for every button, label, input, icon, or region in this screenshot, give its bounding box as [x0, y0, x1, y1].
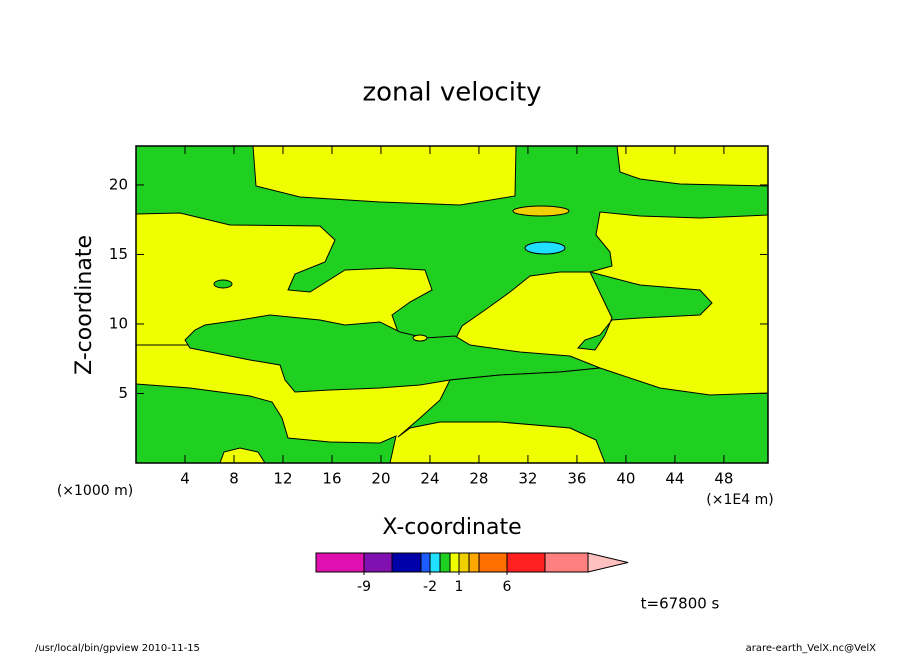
- contour-area: [135, 145, 769, 464]
- chart-title: zonal velocity: [362, 78, 541, 108]
- colorbar-bin: [458, 552, 470, 573]
- contour-region: [512, 205, 570, 217]
- x-tick-label: 24: [420, 470, 439, 488]
- plot-frame: [135, 145, 769, 464]
- footer-left: /usr/local/bin/gpview 2010-11-15: [35, 643, 200, 654]
- colorbar-bin: [363, 552, 393, 573]
- contour-region: [213, 279, 233, 289]
- y-tick-label: 5: [118, 384, 128, 402]
- x-tick-label: 36: [567, 470, 586, 488]
- colorbar-bin: [429, 552, 441, 573]
- x-tick-label: 28: [469, 470, 488, 488]
- colorbar-tick-label: 1: [455, 579, 464, 595]
- x-tick-label: 40: [616, 470, 635, 488]
- x-tick-label: 4: [180, 470, 190, 488]
- colorbar-tick-label: -2: [423, 579, 437, 595]
- x-tick-label: 16: [322, 470, 341, 488]
- x-tick-label: 8: [229, 470, 239, 488]
- y-tick-label: 20: [109, 175, 128, 193]
- contour-region: [397, 367, 769, 464]
- x-unit-label: (×1E4 m): [706, 492, 773, 508]
- contour-region: [576, 271, 713, 351]
- time-label: t=67800 s: [641, 595, 720, 613]
- colorbar-extend: [587, 552, 629, 573]
- footer-right: arare-earth_VelX.nc@VelX: [746, 643, 877, 654]
- y-tick-label: 15: [109, 245, 128, 263]
- contour-region: [412, 334, 428, 342]
- x-tick-label: 32: [518, 470, 537, 488]
- x-unit-label: (×1000 m): [57, 483, 133, 499]
- colorbar-bin: [478, 552, 508, 573]
- colorbar-tick-label: -9: [357, 579, 371, 595]
- x-tick-label: 20: [371, 470, 390, 488]
- colorbar-bin: [315, 552, 365, 573]
- x-tick-label: 44: [665, 470, 684, 488]
- colorbar-bin: [449, 552, 460, 573]
- x-tick-label: 12: [273, 470, 292, 488]
- colorbar-bin: [391, 552, 422, 573]
- colorbar-bin: [420, 552, 431, 573]
- colorbar-bin: [468, 552, 480, 573]
- contour-region: [524, 241, 566, 255]
- y-axis-label: Z-coordinate: [72, 235, 97, 375]
- y-tick-label: 10: [109, 314, 128, 332]
- x-axis-label: X-coordinate: [382, 515, 521, 540]
- colorbar-bin: [544, 552, 589, 573]
- colorbar-bin: [506, 552, 546, 573]
- contour-region: [184, 314, 601, 393]
- colorbar-tick-label: 6: [503, 579, 512, 595]
- colorbar-bin: [439, 552, 451, 573]
- x-tick-label: 48: [714, 470, 733, 488]
